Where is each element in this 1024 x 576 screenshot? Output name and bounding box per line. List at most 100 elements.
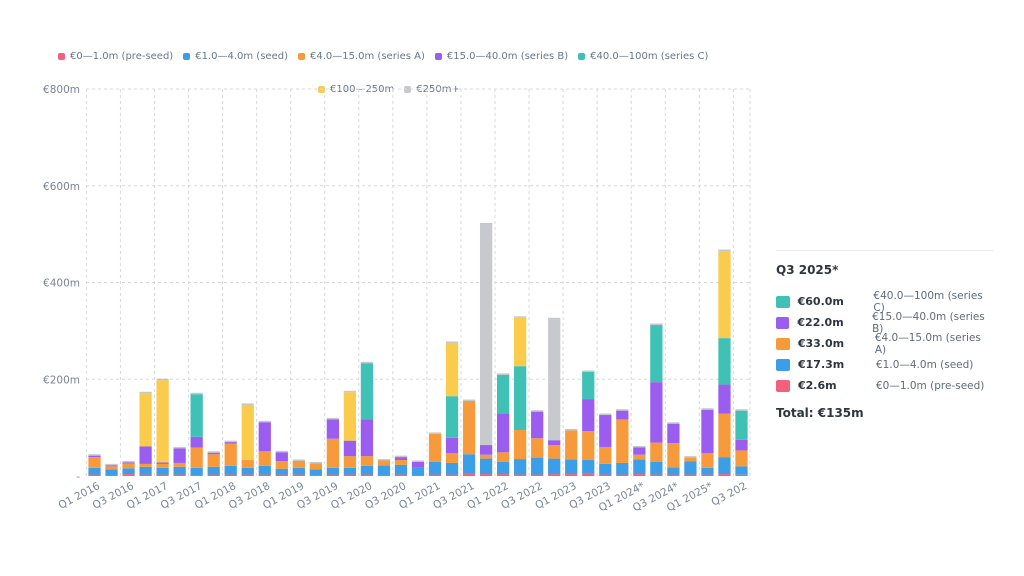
bar-cap [479,222,493,225]
bar-cap [275,450,288,453]
bar-segment [343,474,357,476]
bar-segment [599,463,612,475]
bar-segment [139,474,152,476]
bar-segment [684,474,697,476]
bar-segment [548,474,561,476]
bar-segment [548,319,561,441]
bar-segment [207,466,220,475]
legend-item-preseed[interactable]: €0—1.0m (pre-seed) [58,51,173,62]
bar-segment [156,474,169,476]
bar-segment [479,454,493,459]
bar-segment [326,474,340,476]
bar-segment [411,475,425,476]
bar-cap [156,378,169,381]
bar-segment [394,464,408,475]
bar-segment [105,466,118,470]
bar-segment [343,392,357,441]
bar-segment [173,466,186,475]
bar-segment [224,474,237,476]
bar-cap [496,373,510,375]
bar-segment [207,452,220,455]
bar-segment [548,445,561,459]
bar-cap [633,445,646,448]
bar-segment [258,465,271,475]
y-tick-label: €800m [43,84,80,96]
bar-segment [735,474,748,476]
bar-segment [531,411,544,439]
bar-segment [258,451,271,466]
bar-segment [514,459,527,475]
bar-segment [633,459,646,475]
bar-cap [309,461,322,464]
legend-swatch [404,86,412,93]
bar-segment [105,469,118,476]
bar-segment [616,419,629,463]
bar-segment [718,413,731,458]
bar-segment [445,342,459,397]
bar-cap [718,249,731,252]
bar-segment [122,474,135,476]
panel-value: €22.0m [797,316,844,329]
bar-segment [105,465,118,467]
panel-swatch [776,358,790,371]
bar-segment [394,457,408,461]
legend-item-250-plus[interactable]: €250m+ [404,84,460,95]
bar-cap [462,399,476,402]
bar-cap [582,370,595,372]
detail-panel: Q3 2025* €60.0m €40.0—100m (series C) €22… [776,250,994,420]
legend-item-seed[interactable]: €1.0—4.0m (seed) [183,51,288,62]
bar-segment [445,474,459,476]
bar-cap [224,440,237,443]
bar-segment [667,443,680,468]
bar-segment [411,467,425,476]
bar-segment [190,475,203,476]
panel-row: €17.3m €1.0—4.0m (seed) [776,354,994,375]
bar-segment [650,325,663,383]
bar-segment [718,474,731,476]
bar-segment [88,455,101,458]
panel-label: €4.0—15.0m (series A) [874,331,981,356]
legend-item-series-a[interactable]: €4.0—15.0m (series A) [297,51,425,62]
bar-cap [326,417,340,420]
bar-segment [514,430,527,460]
bar-segment [582,431,595,461]
bar-segment [684,461,697,475]
legend-item-series-b[interactable]: €15.0—40.0m (series B) [434,51,569,62]
bar-cap [428,432,442,434]
panel-label: €1.0—4.0m (seed) [876,358,974,371]
panel-row: €22.0m €15.0—40.0m (series B) [776,311,994,335]
bar-segment [292,474,305,476]
legend-item-series-c[interactable]: €40.0—100m (series C) [578,51,708,62]
bar-segment [377,465,391,476]
bar-segment [122,463,135,469]
bar-segment [258,422,271,452]
bar-segment [377,460,391,466]
bar-segment [190,436,203,448]
legend-label: €15.0—40.0m (series B) [446,51,569,62]
bar-cap [105,463,118,466]
bar-segment [156,463,169,468]
bar-segment [531,474,544,476]
bar-segment [514,366,527,431]
bar-cap [701,408,714,410]
bar-segment [565,430,578,460]
bar-segment [616,462,629,475]
bar-segment [616,410,629,420]
bar-segment [479,458,493,475]
panel-row: €60.0m €40.0—100m (series C) [776,290,994,314]
legend-row-1: €0—1.0m (pre-seed) €1.0—4.0m (seed) €4.0… [58,51,718,62]
bar-segment [360,474,374,476]
bar-cap [684,456,697,458]
bar-cap [241,403,254,405]
panel-swatch [776,379,790,392]
bar-segment [548,440,561,446]
bar-segment [428,433,442,462]
bar-segment [275,461,288,469]
bar-segment [360,456,374,466]
bar-segment [275,468,288,475]
bar-segment [190,447,203,468]
bar-segment [479,445,493,455]
bar-segment [173,462,186,467]
bar-segment [445,453,459,463]
